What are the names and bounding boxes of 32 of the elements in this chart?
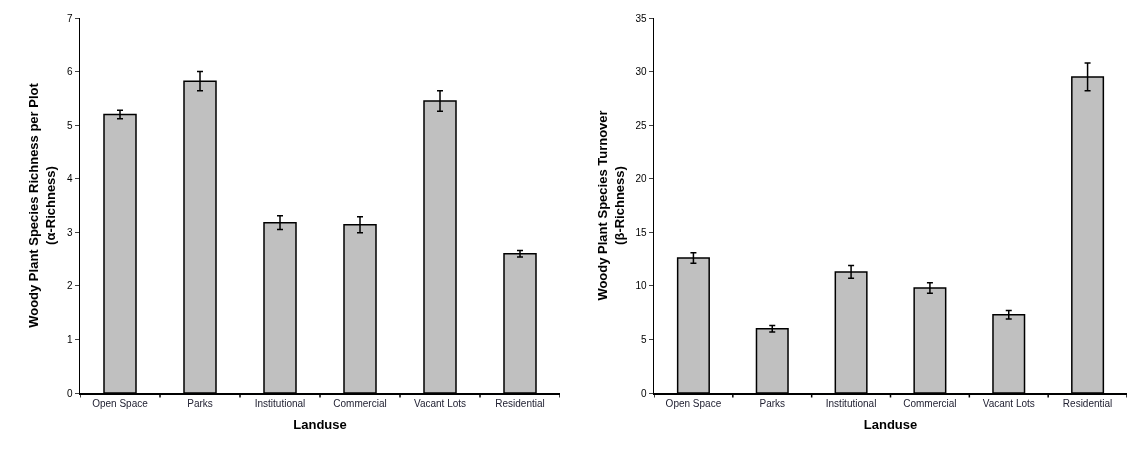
y-tick-label: 10 bbox=[635, 280, 647, 292]
y-tick-label: 3 bbox=[66, 226, 73, 238]
x-axis-title: Landuse bbox=[293, 416, 347, 432]
x-tick-label: Vacant Lots bbox=[982, 397, 1035, 409]
y-tick-label: 15 bbox=[635, 226, 647, 238]
y-tick-label: 6 bbox=[66, 66, 73, 78]
y-tick-label: 30 bbox=[635, 66, 647, 78]
x-tick-label: Open Space bbox=[92, 397, 149, 409]
x-tick-label: Commercial bbox=[333, 397, 387, 409]
x-axis-title: Landuse bbox=[863, 416, 918, 432]
x-tick-label: Open Space bbox=[665, 397, 722, 409]
y-axis-title: Woody Plant Species Turnover (β-Richness) bbox=[594, 110, 627, 301]
x-tick-label: Institutional bbox=[825, 397, 877, 409]
x-tick-label: Parks bbox=[187, 397, 213, 409]
y-tick-label: 7 bbox=[66, 12, 73, 24]
x-tick-label: Vacant Lots bbox=[413, 397, 467, 409]
x-tick-label: Parks bbox=[759, 397, 786, 409]
y-tick-label: 0 bbox=[66, 387, 73, 399]
y-tick-label: 5 bbox=[640, 333, 647, 345]
y-tick-label: 4 bbox=[66, 173, 73, 185]
x-tick-label: Residential bbox=[1062, 397, 1113, 409]
y-tick-label: 2 bbox=[66, 280, 73, 292]
x-tick-label: Residential bbox=[495, 397, 545, 409]
y-tick-label: 25 bbox=[635, 119, 647, 131]
x-tick-label: Institutional bbox=[254, 397, 306, 409]
y-tick-label: 20 bbox=[635, 173, 647, 185]
x-tick-label: Commercial bbox=[903, 397, 957, 409]
y-tick-label: 0 bbox=[640, 387, 647, 399]
y-axis-title: Woody Plant Species Richness per Plot (α-Richness) bbox=[26, 82, 59, 328]
y-tick-label: 5 bbox=[66, 119, 73, 131]
y-tick-label: 35 bbox=[635, 12, 647, 24]
y-tick-label: 1 bbox=[66, 333, 73, 345]
